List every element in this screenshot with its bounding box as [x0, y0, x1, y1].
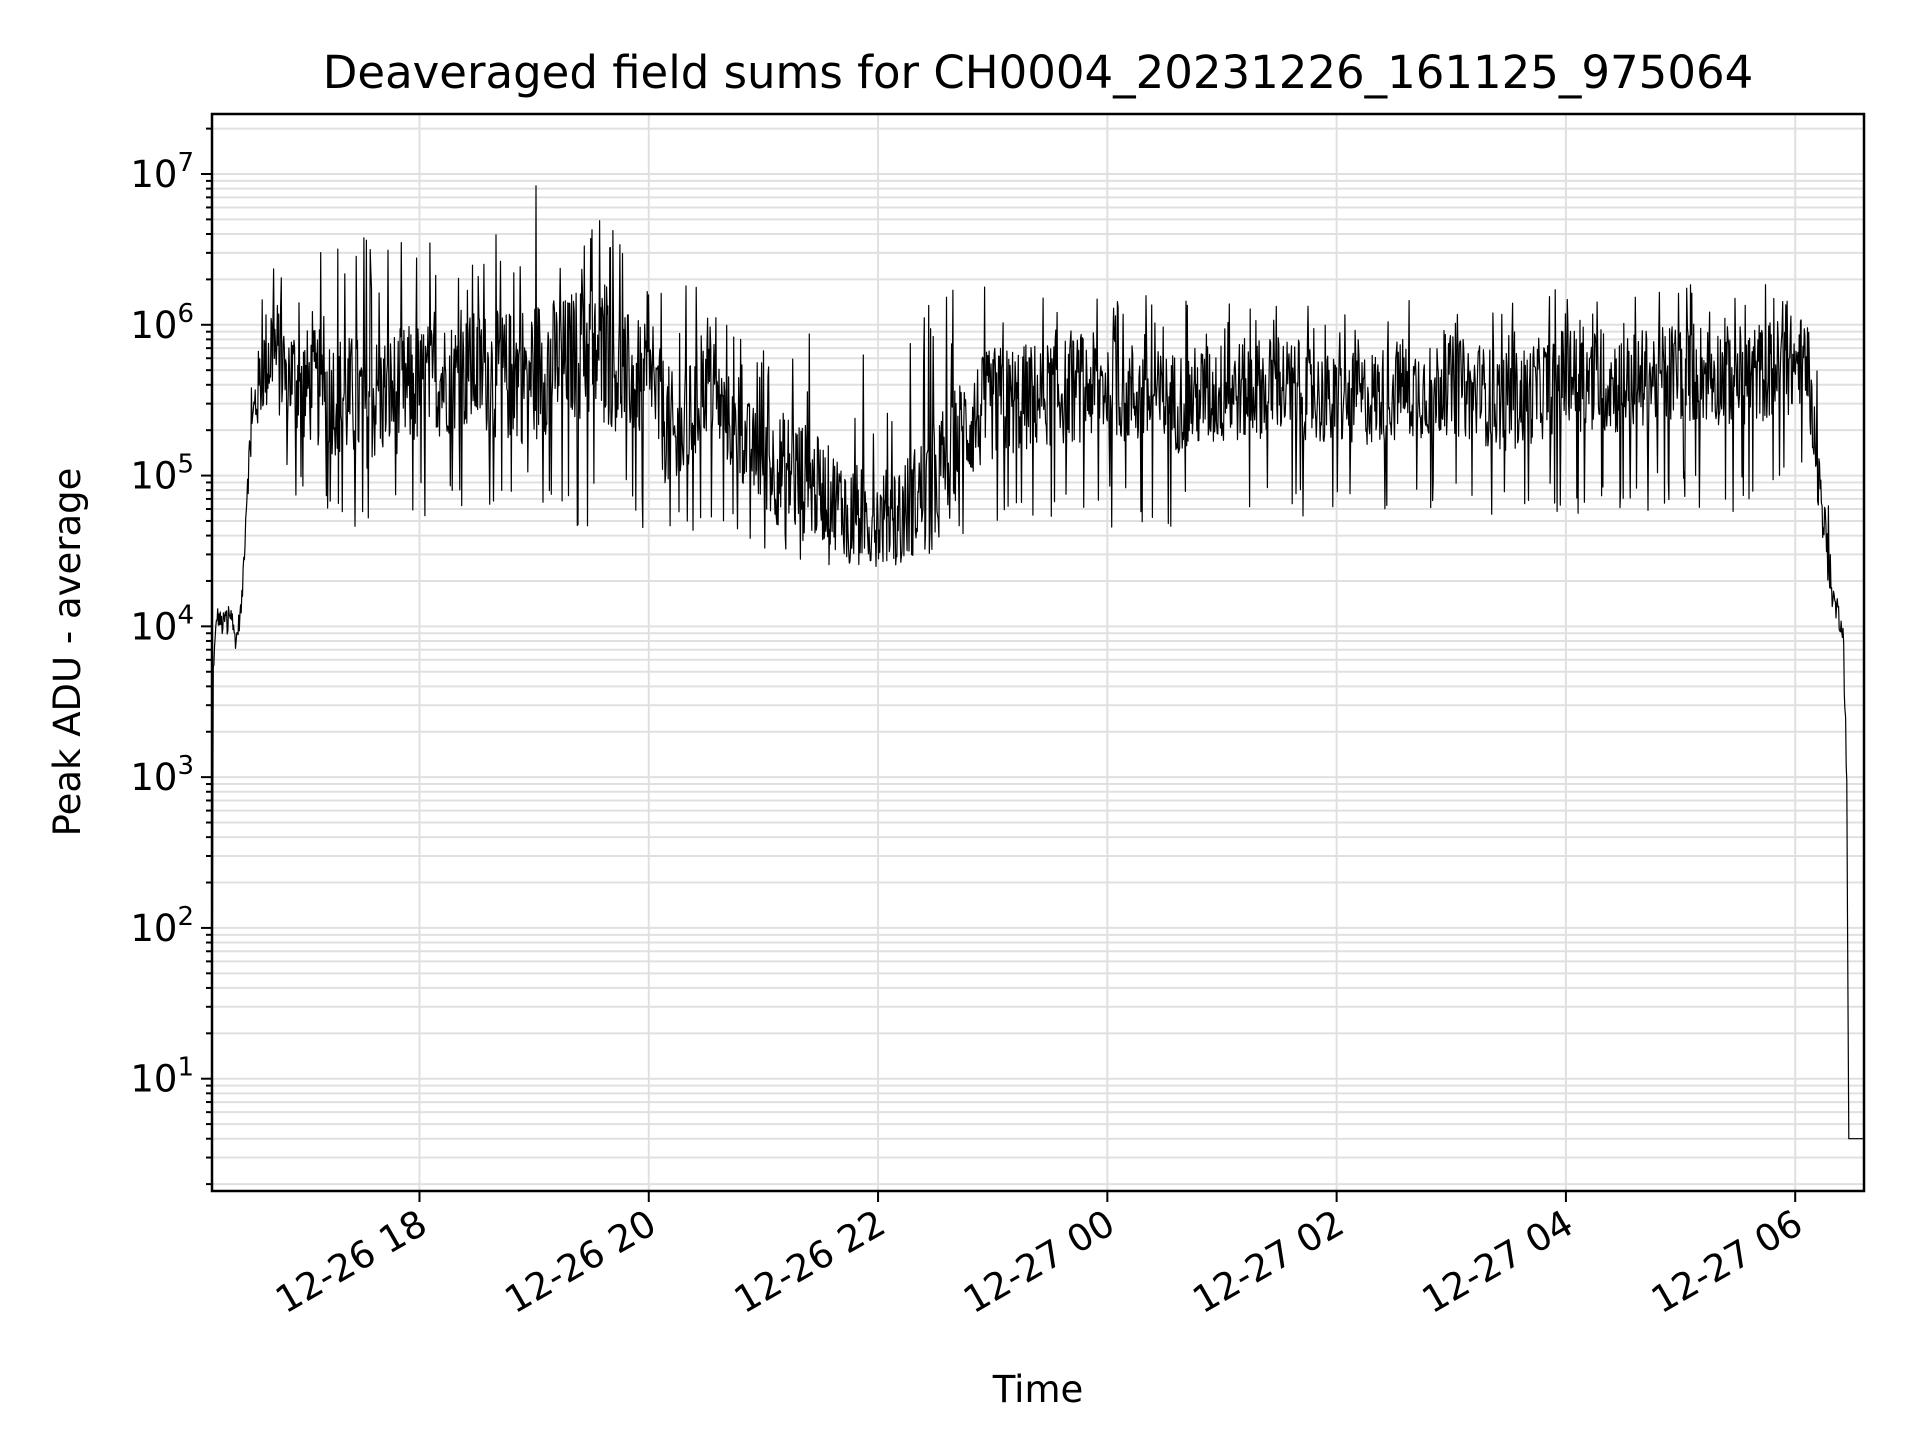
series-line [211, 185, 1864, 1140]
grid [212, 114, 1864, 1191]
y-tick-label: 102 [130, 902, 194, 950]
y-axis-label: Peak ADU - average [46, 468, 89, 837]
y-tick-label: 104 [130, 600, 194, 648]
plot-frame [210, 112, 1866, 1193]
y-tick-label: 105 [130, 450, 194, 498]
y-axis-ticks: 101 102 103 104 105 106 107 [130, 127, 212, 1186]
y-tick-label: 101 [130, 1053, 194, 1101]
chart-title: Deaveraged field sums for CH0004_2023122… [323, 46, 1753, 99]
y-tick-label: 103 [130, 751, 194, 799]
y-tick-label: 106 [130, 299, 194, 347]
y-tick-label: 107 [130, 148, 194, 196]
series [211, 185, 1864, 1140]
x-axis-label: Time [992, 1368, 1084, 1411]
